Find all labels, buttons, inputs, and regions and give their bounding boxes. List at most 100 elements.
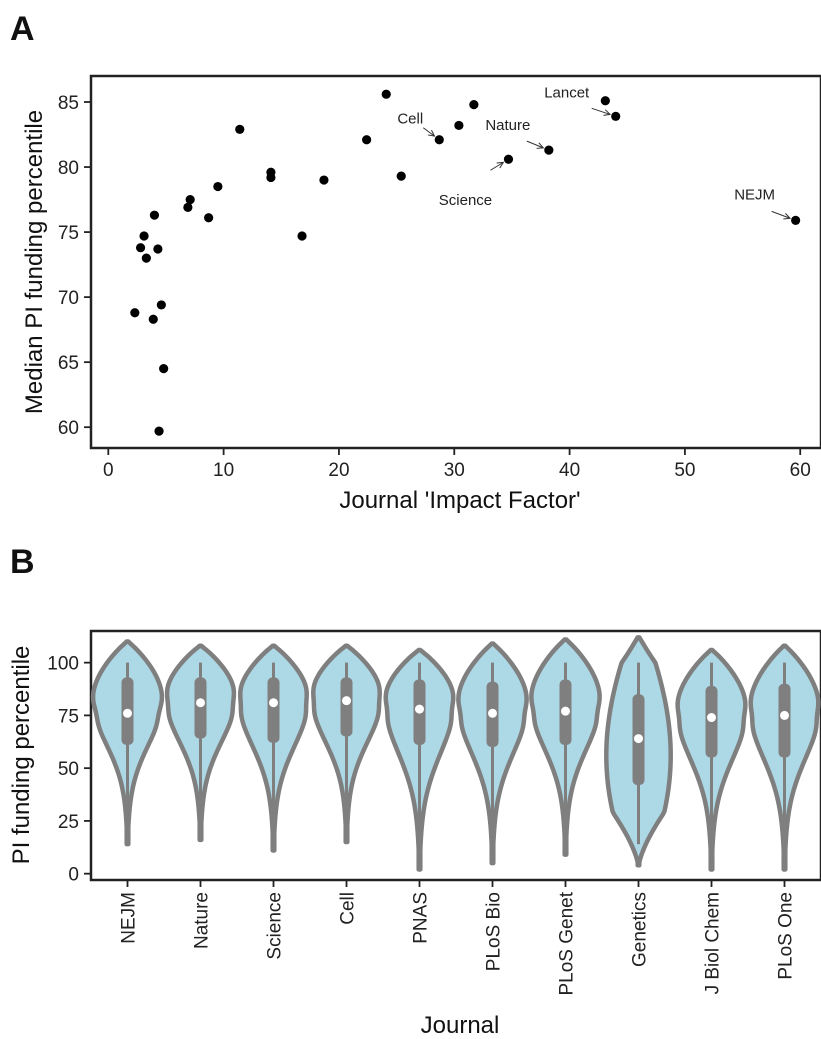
x-tick-label: 30 — [444, 460, 465, 481]
scatter-point — [600, 96, 610, 106]
violin-median-dot — [488, 708, 497, 718]
x-tick-label: 10 — [213, 460, 234, 481]
annotation-arrow — [771, 210, 791, 219]
panel-a-annotations: Cell Science Nature Lancet NEJM — [397, 84, 792, 220]
violin-median-dot — [707, 713, 716, 723]
annotation-arrowhead — [496, 161, 505, 169]
panel-a: A 0 10 20 30 40 50 60 60 65 70 75 80 85 Cell Science… — [10, 10, 821, 514]
violin-median-dot — [634, 734, 643, 744]
violin-iqr-box — [340, 677, 353, 737]
scatter-point — [396, 171, 406, 181]
y-tick-label: 50 — [58, 759, 79, 780]
scatter-point — [213, 181, 223, 192]
violin-iqr-box — [194, 677, 207, 739]
x-tick-label: Genetics — [630, 892, 651, 967]
panel-a-frame — [89, 74, 821, 450]
scatter-point — [159, 364, 169, 374]
violin-median-dot — [342, 696, 351, 706]
scatter-point — [204, 213, 214, 223]
scatter-point — [148, 314, 158, 324]
scatter-point — [362, 135, 372, 145]
panel-a-letter: A — [10, 10, 35, 48]
y-tick-label: 75 — [58, 223, 79, 244]
scatter-point — [130, 308, 140, 318]
x-tick-label: Cell — [338, 892, 359, 925]
y-tick-label: 100 — [47, 654, 79, 675]
scatter-point — [185, 194, 195, 205]
violin-median-dot — [269, 698, 278, 708]
violin-iqr-box — [778, 683, 791, 758]
x-tick-label: PLoS Bio — [484, 892, 505, 971]
scatter-point — [153, 244, 163, 254]
annotation-arrowhead — [536, 142, 545, 149]
x-tick-label: NEJM — [119, 892, 140, 944]
scatter-point — [139, 231, 149, 241]
annotation-arrowhead — [603, 109, 612, 116]
x-tick-label: 0 — [103, 460, 114, 481]
scatter-point — [135, 243, 146, 253]
violin-median-dot — [123, 708, 132, 718]
panel-a-x-ticks: 0 10 20 30 40 50 60 — [103, 448, 811, 481]
x-tick-label: Science — [265, 892, 286, 960]
point-annotation-label: Science — [439, 192, 492, 209]
panel-a-y-ticks: 60 65 70 75 80 85 — [58, 93, 91, 439]
x-tick-label: 60 — [790, 460, 811, 481]
scatter-point — [544, 145, 554, 155]
annotation-arrow — [591, 107, 611, 115]
scatter-point — [791, 215, 801, 225]
violin-median-dot — [561, 706, 570, 716]
panel-b: B 0 25 50 75 100 NEJM Nature Science Cell PNAS PL… — [8, 543, 821, 1039]
scatter-point — [611, 111, 621, 121]
x-tick-label: PLoS Genet — [557, 891, 578, 995]
x-tick-label: PLoS One — [776, 892, 797, 980]
y-tick-label: 85 — [58, 93, 79, 114]
scatter-point — [381, 89, 391, 99]
scatter-point — [154, 426, 164, 436]
scatter-point — [149, 210, 160, 220]
scatter-point — [297, 231, 307, 241]
point-annotation-label: Nature — [485, 117, 530, 134]
x-tick-label: Nature — [192, 892, 213, 949]
panel-b-y-ticks: 0 25 50 75 100 — [47, 654, 91, 886]
y-tick-label: 80 — [58, 158, 79, 179]
y-tick-label: 25 — [58, 812, 79, 833]
scatter-point — [469, 100, 479, 110]
annotation-arrow — [422, 127, 435, 137]
panel-b-violins — [90, 635, 821, 872]
scatter-point — [503, 154, 514, 164]
scatter-point — [319, 175, 329, 185]
annotation-arrow — [526, 140, 544, 149]
panel-b-x-axis-title: Journal — [421, 1012, 500, 1039]
y-tick-label: 0 — [68, 865, 79, 886]
panel-b-frame — [89, 629, 821, 882]
panel-b-x-ticks: NEJM Nature Science Cell PNAS PLoS Bio PLoS Ge… — [119, 880, 797, 996]
x-tick-label: 40 — [559, 460, 580, 481]
x-tick-label: 50 — [674, 460, 695, 481]
x-tick-label: 20 — [328, 460, 349, 481]
x-tick-label: J Biol Chem — [703, 892, 724, 994]
panel-a-x-axis-title: Journal 'Impact Factor' — [339, 487, 580, 514]
scatter-point — [434, 135, 444, 145]
scatter-point — [156, 300, 166, 310]
violin-median-dot — [780, 710, 789, 720]
point-annotation-label: Lancet — [544, 84, 590, 101]
scatter-point — [141, 253, 151, 263]
scatter-point — [266, 172, 276, 183]
y-tick-label: 65 — [58, 353, 79, 374]
violin-median-dot — [196, 698, 205, 708]
y-tick-label: 75 — [58, 706, 79, 727]
violin-iqr-box — [267, 677, 280, 743]
x-tick-label: PNAS — [411, 892, 432, 944]
scatter-point — [235, 124, 245, 134]
scatter-point — [183, 202, 193, 212]
panel-a-y-axis-title: Median PI funding percentile — [21, 110, 48, 414]
panel-b-letter: B — [10, 543, 35, 581]
point-annotation-label: Cell — [397, 111, 423, 128]
violin-median-dot — [415, 704, 424, 714]
annotation-arrowhead — [427, 129, 436, 137]
point-annotation-label: NEJM — [734, 186, 775, 203]
y-tick-label: 60 — [58, 418, 79, 439]
panel-b-y-axis-title: PI funding percentile — [8, 646, 35, 865]
